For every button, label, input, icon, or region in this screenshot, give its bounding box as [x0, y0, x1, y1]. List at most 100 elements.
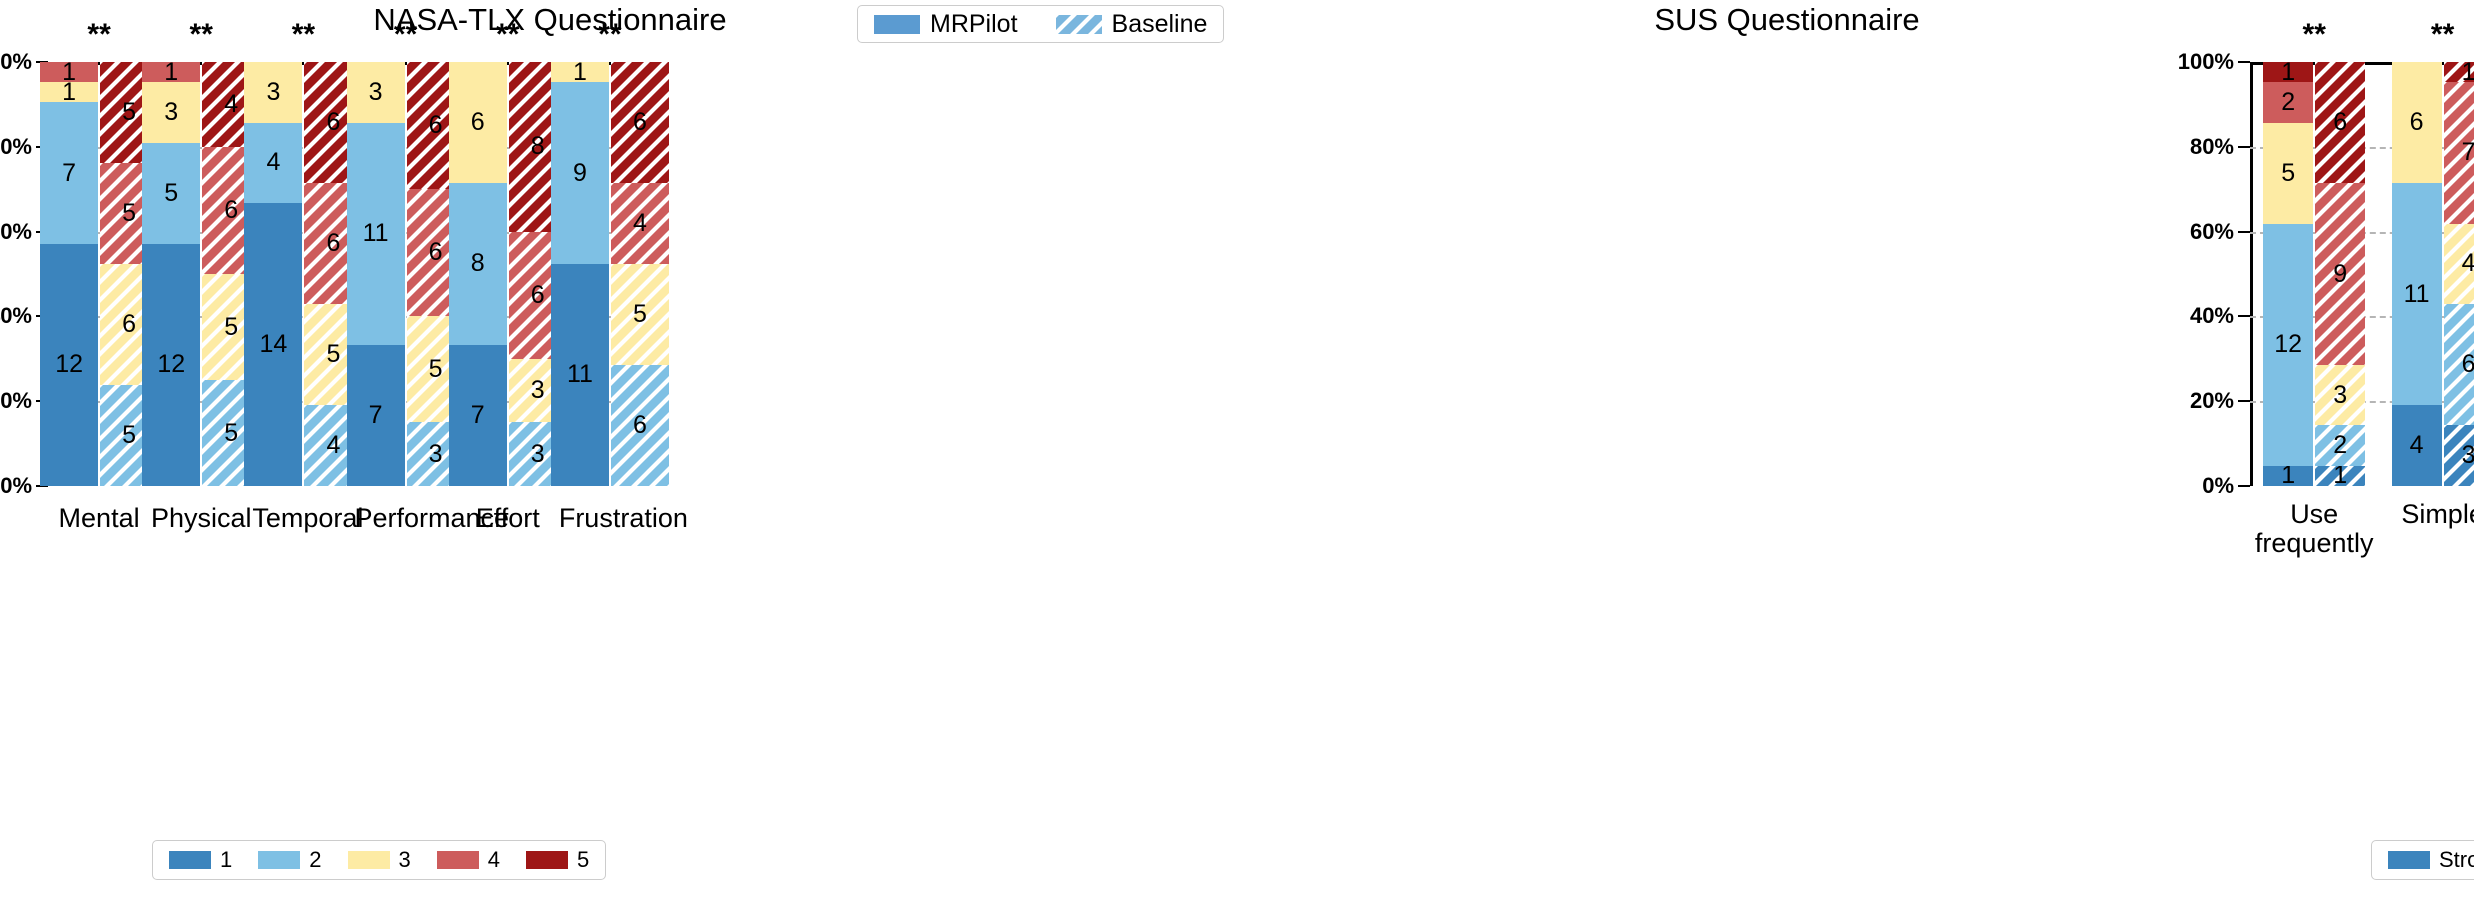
- bar-segment[interactable]: 3: [244, 62, 303, 123]
- legend-item: 2: [258, 847, 322, 873]
- bar-segment[interactable]: 1: [2315, 463, 2366, 488]
- y-tick: [2238, 400, 2250, 403]
- segment-value-label: 7: [62, 158, 77, 187]
- segment-value-label: 6: [530, 280, 545, 309]
- bar-segment[interactable]: 4: [2391, 405, 2442, 486]
- y-tick: [36, 485, 48, 487]
- condition-legend-label: MRPilot: [930, 9, 1018, 38]
- stacked-bar[interactable]: 4 11 6: [2391, 62, 2442, 486]
- legend-item: Strongly Agree: [2388, 847, 2474, 873]
- significance-marker: **: [2302, 18, 2326, 51]
- segment-value-label: 11: [362, 219, 389, 248]
- legend-swatch-mrpilot: [874, 14, 920, 34]
- bar-segment[interactable]: 3: [2443, 425, 2474, 486]
- segment-value-label: 3: [530, 439, 545, 468]
- segment-value-label: 5: [2281, 158, 2296, 187]
- bar-segment[interactable]: 7: [346, 344, 405, 486]
- bar-segment[interactable]: 12: [142, 243, 201, 486]
- significance-marker: **: [2430, 18, 2455, 51]
- stacked-bar[interactable]: 12 7 1 1: [40, 57, 99, 486]
- bar-segment[interactable]: 2: [2315, 425, 2366, 466]
- y-axis: [2250, 62, 2253, 486]
- bar-segment[interactable]: 7: [2443, 82, 2474, 224]
- bar-group: ** 7 11 3 3 5 6 6 Performance: [346, 20, 509, 533]
- bar-segment[interactable]: 14: [244, 203, 303, 486]
- segment-value-label: 1: [2461, 57, 2474, 86]
- segment-value-label: 11: [566, 360, 593, 389]
- bar-segment[interactable]: 6: [2315, 62, 2366, 184]
- stacked-bar[interactable]: 11 9 1: [550, 59, 609, 486]
- stacked-bar[interactable]: 14 4 3: [244, 62, 303, 486]
- segment-value-label: 3: [368, 77, 383, 106]
- segment-value-label: 6: [2461, 350, 2474, 379]
- bar-segment[interactable]: 7: [448, 344, 507, 486]
- bar-segment[interactable]: 4: [610, 183, 669, 264]
- nasa-tlx-plot-area: 0%20%40%60%80%100%**127115655Mental**125…: [0, 20, 688, 533]
- segment-value-label: 4: [632, 209, 647, 238]
- segment-value-label: 6: [632, 108, 647, 137]
- stacked-bar[interactable]: 7 8 6: [448, 62, 507, 486]
- bar-segment[interactable]: 5: [610, 263, 669, 365]
- bar-segment[interactable]: 11: [2391, 183, 2442, 406]
- bar-segment[interactable]: 9: [550, 82, 609, 264]
- stacked-bar[interactable]: 12 5 3 1: [142, 57, 201, 486]
- segment-value-label: 5: [632, 299, 647, 328]
- bar-segment[interactable]: 12: [40, 243, 99, 486]
- bar-segment[interactable]: 1: [2263, 59, 2314, 84]
- y-tick: [2238, 230, 2250, 233]
- bar-segment[interactable]: 6: [610, 62, 669, 184]
- legend-swatch: [347, 851, 390, 869]
- bar-segment[interactable]: 5: [142, 142, 201, 244]
- bar-segment[interactable]: 1: [2263, 463, 2314, 488]
- category-label: Performance: [355, 503, 510, 533]
- nasa-tlx-title: NASA-TLX Questionnaire: [373, 2, 727, 37]
- segment-value-label: 12: [2274, 330, 2303, 359]
- bar-segment[interactable]: 4: [2443, 223, 2474, 305]
- bar-segment[interactable]: 11: [346, 122, 405, 345]
- segment-value-label: 3: [266, 77, 281, 106]
- segment-value-label: 5: [326, 340, 341, 369]
- segment-value-label: 1: [62, 57, 77, 86]
- bar-segment[interactable]: 3: [142, 82, 201, 143]
- bar-segment[interactable]: 2: [2263, 82, 2314, 123]
- bar-segment[interactable]: 11: [550, 263, 609, 486]
- legend-swatch-baseline: [1055, 14, 1102, 34]
- segment-value-label: 3: [164, 97, 179, 126]
- bar-segment[interactable]: 6: [610, 364, 669, 486]
- bar-segment[interactable]: 3: [346, 62, 405, 123]
- bar-segment[interactable]: 5: [2263, 122, 2314, 224]
- bar-segment[interactable]: 6: [2391, 62, 2442, 184]
- bar-segment[interactable]: 1: [40, 79, 99, 104]
- legend-label: 5: [577, 847, 590, 872]
- segment-value-label: 1: [164, 57, 179, 86]
- segment-value-label: 5: [122, 97, 137, 126]
- bar-segment[interactable]: 1: [2443, 57, 2474, 86]
- bar-segment[interactable]: 8: [448, 183, 507, 345]
- segment-value-label: 6: [326, 229, 341, 258]
- bar-segment[interactable]: 1: [550, 59, 609, 84]
- bar-segment[interactable]: 1: [40, 57, 99, 86]
- category-label: Effort: [457, 503, 559, 533]
- stacked-bar[interactable]: 6 5 4 6: [610, 62, 669, 486]
- segment-value-label: 5: [224, 312, 239, 341]
- segment-value-label: 7: [470, 400, 485, 429]
- bar-segment[interactable]: 3: [2315, 364, 2366, 426]
- bar-segment[interactable]: 6: [448, 62, 507, 184]
- bar-segment[interactable]: 7: [40, 102, 99, 244]
- bar-segment[interactable]: 12: [2263, 223, 2314, 466]
- stacked-bar[interactable]: 7 11 3: [346, 62, 405, 486]
- category-label: Temporal: [252, 503, 363, 533]
- significance-marker: **: [189, 18, 213, 51]
- sus-title: SUS Questionnaire: [1654, 2, 1920, 37]
- bar-segment[interactable]: 1: [142, 57, 201, 86]
- legend-swatch: [258, 851, 301, 869]
- y-tick-label: 0%: [2202, 473, 2234, 498]
- bar-segment[interactable]: 9: [2315, 183, 2366, 365]
- bar-segment[interactable]: 4: [244, 122, 303, 204]
- stacked-bar[interactable]: 3 6 4 7 1: [2443, 57, 2474, 486]
- segment-value-label: 5: [224, 418, 239, 447]
- nasa-tlx-legend: 1 2 3 4 5: [152, 840, 607, 880]
- stacked-bar[interactable]: 1 12 5 2 1: [2263, 59, 2314, 488]
- bar-segment[interactable]: 6: [2443, 304, 2474, 426]
